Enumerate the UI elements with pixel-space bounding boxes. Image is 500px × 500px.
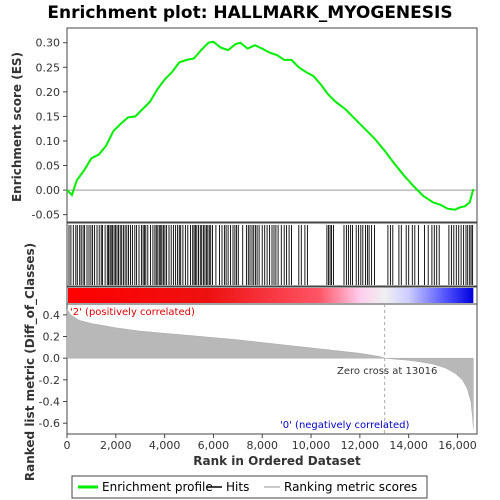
es-y-ticks: -0.05 0.00 0.05 0.10 0.15 0.20 0.25 0.30 [32,37,67,222]
es-panel: -0.05 0.00 0.05 0.10 0.15 0.20 0.25 0.30 Enrich… [10,27,478,223]
hits-panel [66,222,478,287]
es-y-axis-label: Enrichment score (ES) [10,52,24,202]
metric-panel-frame [66,303,478,435]
x-tick-label: 12,000 [341,439,380,452]
heat-bar-gradient [68,288,474,303]
metric-y-tick-label: -0.6 [39,417,60,430]
es-y-tick-label: -0.05 [32,209,60,222]
x-tick-label: 0 [64,439,71,452]
metric-y-tick-label: -0.4 [39,396,60,409]
enrichment-profile-line [66,40,475,211]
metric-y-axis-label: Ranked list metric (Diff_of_Classes) [23,243,38,481]
x-tick-label: 10,000 [292,439,331,452]
es-y-tick-label: 0.10 [36,135,61,148]
metric-y-ticks: 0.4 0.2 0.0 -0.2 -0.4 -0.6 [39,309,67,430]
es-y-tick-label: 0.05 [36,160,61,173]
x-tick-label: 2,000 [100,439,132,452]
ranking-metric-area [66,308,474,429]
zero-cross-label: Zero cross at 13016 [337,366,437,377]
es-y-tick-label: 0.25 [36,61,61,74]
chart-title: Enrichment plot: HALLMARK_MYOGENESIS [47,3,452,23]
positive-correlation-label: '2' (positively correlated) [70,307,195,318]
legend: Enrichment profile Hits Ranking metric s… [71,475,428,499]
x-tick-label: 8,000 [246,439,278,452]
hit-marks [68,225,474,285]
x-axis-label: Rank in Ordered Dataset [193,454,361,468]
es-panel-frame [66,27,478,223]
es-y-tick-label: 0.30 [36,37,61,50]
metric-y-tick-label: 0.0 [43,352,61,365]
metric-y-tick-label: 0.4 [43,309,61,322]
metric-x-ticks: 0 2,000 4,000 6,000 8,000 10,000 12,000 14,000 1… [64,434,477,452]
es-y-tick-label: 0.15 [36,110,61,123]
x-tick-label: 16,000 [438,439,477,452]
ranking-heat-bar [66,286,478,305]
legend-metric-label: Ranking metric scores [284,480,417,494]
x-tick-label: 6,000 [198,439,230,452]
es-y-tick-label: 0.20 [36,86,61,99]
x-tick-label: 4,000 [149,439,181,452]
metric-y-tick-label: 0.2 [43,331,61,344]
legend-frame [71,475,428,499]
legend-enrichment-label: Enrichment profile [102,480,213,494]
x-tick-label: 14,000 [389,439,428,452]
legend-hits-label: Hits [226,480,249,494]
metric-panel: 0.4 0.2 0.0 -0.2 -0.4 -0.6 0 2,000 4,000 6,000 8,… [23,243,478,481]
es-y-tick-label: 0.00 [36,184,61,197]
metric-y-tick-label: -0.2 [39,374,60,387]
negative-correlation-label: '0' (negatively correlated) [280,420,409,431]
